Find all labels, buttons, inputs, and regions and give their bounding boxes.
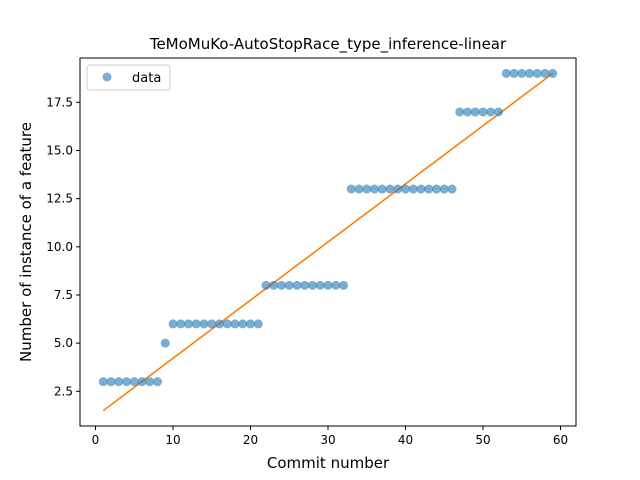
data-point <box>98 377 108 387</box>
fit-line-layer <box>102 72 554 412</box>
data-point <box>191 319 201 329</box>
x-tick-label: 30 <box>320 433 335 447</box>
data-point <box>494 107 503 117</box>
data-point <box>215 319 224 329</box>
data-point <box>222 319 232 329</box>
y-tick-label: 17.5 <box>46 95 73 109</box>
data-point <box>153 377 162 387</box>
legend: data <box>86 64 171 91</box>
data-point <box>137 377 147 387</box>
x-tick-label: 50 <box>475 433 490 447</box>
y-tick-label: 15.0 <box>46 143 73 157</box>
legend-label-data: data <box>132 71 161 86</box>
data-point <box>199 319 209 329</box>
data-point <box>246 319 255 329</box>
data-point <box>292 280 302 290</box>
data-point <box>261 280 271 290</box>
data-point <box>168 319 178 329</box>
data-point <box>385 184 395 194</box>
data-point <box>230 319 240 329</box>
data-point <box>269 280 279 290</box>
data-point <box>176 319 186 329</box>
data-point <box>447 184 457 194</box>
y-tick-label: 2.5 <box>54 384 73 398</box>
y-tick-label: 7.5 <box>54 288 73 302</box>
data-point <box>548 68 558 78</box>
data-point <box>401 184 410 194</box>
data-point <box>439 184 449 194</box>
data-point <box>253 319 263 329</box>
data-point <box>517 68 527 78</box>
data-point <box>145 377 155 387</box>
data-point <box>525 68 534 78</box>
data-point <box>354 184 364 194</box>
data-point <box>207 319 217 329</box>
data-point <box>463 107 472 117</box>
data-point <box>377 184 387 194</box>
fit-line <box>102 72 554 412</box>
x-axis-label: Commit number <box>267 454 390 472</box>
data-point <box>470 107 480 117</box>
data-point <box>106 377 116 387</box>
data-point <box>300 280 310 290</box>
data-point <box>455 107 465 117</box>
y-tick-label: 5.0 <box>54 336 73 350</box>
y-axis-label: Number of instance of a feature <box>17 122 35 362</box>
data-point <box>315 280 325 290</box>
x-tick-label: 20 <box>243 433 258 447</box>
x-tick-label: 40 <box>398 433 413 447</box>
data-point <box>184 319 193 329</box>
data-point <box>424 184 434 194</box>
data-point <box>160 338 170 348</box>
data-point <box>323 280 333 290</box>
data-point <box>238 319 248 329</box>
legend-box <box>86 64 171 91</box>
data-point <box>478 107 488 117</box>
data-point <box>416 184 426 194</box>
data-point <box>432 184 441 194</box>
data-point <box>509 68 519 78</box>
y-axis: 2.5 5.0 7.5 10.0 12.5 15.0 17.5 <box>46 95 80 398</box>
chart-title: TeMoMuKo-AutoStopRace_type_inference-lin… <box>149 35 507 54</box>
data-points <box>98 68 558 387</box>
data-point <box>346 184 356 194</box>
plot-border <box>79 57 577 427</box>
data-point <box>370 184 379 194</box>
data-point <box>501 68 511 78</box>
y-tick-label: 10.0 <box>46 240 73 254</box>
x-tick-label: 60 <box>553 433 568 447</box>
data-point <box>532 68 542 78</box>
data-point <box>277 280 286 290</box>
data-point <box>362 184 372 194</box>
data-point <box>331 280 341 290</box>
y-tick-label: 12.5 <box>46 192 73 206</box>
data-point <box>339 280 348 290</box>
x-axis: 0 10 20 30 40 50 60 <box>92 426 568 447</box>
data-point <box>486 107 496 117</box>
legend-marker <box>102 72 112 82</box>
x-tick-label: 0 <box>92 433 100 447</box>
x-tick-label: 10 <box>165 433 180 447</box>
data-point <box>540 68 550 78</box>
data-point <box>308 280 317 290</box>
data-point <box>284 280 294 290</box>
data-point <box>114 377 124 387</box>
data-point <box>129 377 139 387</box>
data-point <box>393 184 403 194</box>
data-point <box>122 377 131 387</box>
data-point <box>408 184 418 194</box>
